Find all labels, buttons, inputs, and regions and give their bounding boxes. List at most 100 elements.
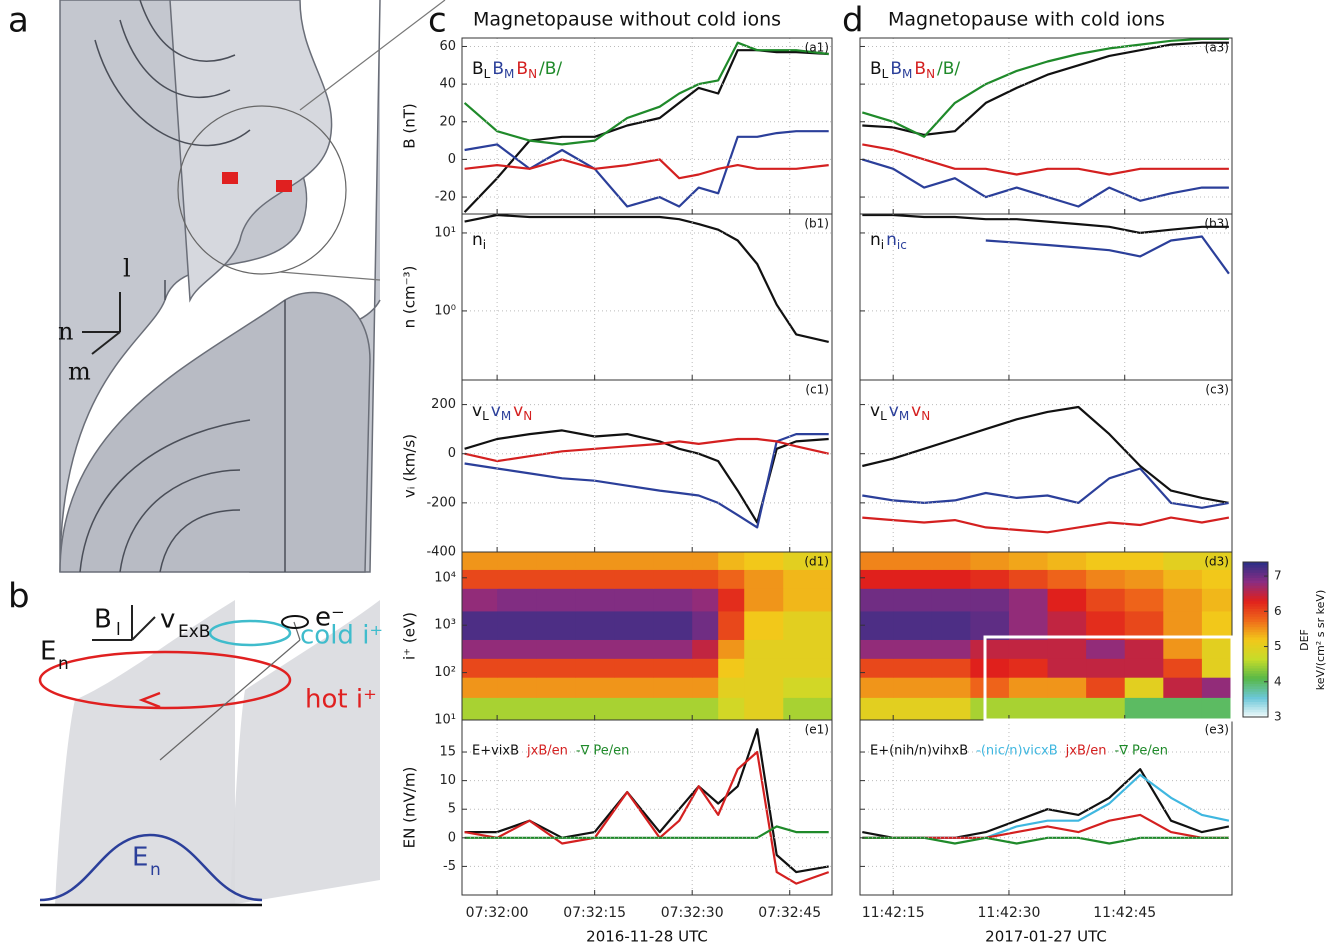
colorbar-step bbox=[1243, 696, 1268, 700]
colorbar-frame bbox=[1242, 561, 1269, 718]
x-tick-label: 11:42:45 bbox=[1093, 905, 1156, 921]
heat-cell bbox=[931, 658, 971, 678]
subplot: (c3)vL vM vN bbox=[859, 379, 1233, 553]
colorbar-step bbox=[1243, 621, 1268, 625]
heat-cell bbox=[575, 552, 615, 570]
heat-cell bbox=[783, 588, 833, 612]
x-tick-label: 11:42:30 bbox=[978, 905, 1041, 921]
heat-cell bbox=[744, 610, 784, 640]
heat-cell bbox=[1086, 569, 1126, 589]
heat-cell bbox=[931, 569, 971, 589]
data-line bbox=[464, 728, 829, 874]
colorbar-step bbox=[1243, 580, 1268, 584]
heat-cell bbox=[718, 588, 745, 612]
colorbar-step bbox=[1243, 686, 1268, 690]
colorbar-tick-label: 7 bbox=[1274, 569, 1282, 583]
heat-cell bbox=[462, 588, 498, 612]
heat-cell bbox=[497, 610, 537, 640]
heat-cell bbox=[653, 610, 693, 640]
colorbar-step bbox=[1243, 691, 1268, 695]
heat-cell bbox=[931, 588, 971, 612]
heat-cell bbox=[1047, 677, 1087, 698]
heat-cell bbox=[1201, 677, 1233, 698]
colorbar-step bbox=[1243, 660, 1268, 664]
data-line bbox=[861, 158, 1229, 208]
y-tick-label: 10⁰ bbox=[434, 303, 456, 318]
colorbar-step bbox=[1243, 595, 1268, 599]
heat-cell bbox=[692, 552, 719, 570]
heat-cell bbox=[536, 697, 576, 721]
y-axis-label: EN (mV/m) bbox=[401, 767, 419, 849]
axis-label: l bbox=[123, 255, 131, 283]
heat-cell bbox=[860, 658, 894, 678]
colorbar-step bbox=[1243, 642, 1268, 646]
legend-entry: E+vixB bbox=[472, 744, 519, 759]
legend-entry: -∇ Pe/en bbox=[1115, 744, 1169, 759]
subplot: (b3)ni nic bbox=[859, 213, 1233, 381]
colorbar-step bbox=[1243, 704, 1268, 708]
heat-cell bbox=[614, 552, 654, 570]
heat-cell bbox=[1163, 588, 1203, 612]
subplot: (b1) ni bbox=[461, 213, 833, 381]
heat-cell bbox=[1008, 639, 1049, 659]
colorbar-step bbox=[1243, 675, 1268, 679]
heat-cell bbox=[575, 677, 615, 698]
heat-cell bbox=[653, 588, 693, 612]
heat-cell bbox=[575, 697, 615, 721]
heat-cell bbox=[1163, 697, 1203, 721]
heat-cell bbox=[614, 697, 654, 721]
label: n bbox=[150, 860, 161, 880]
colorbar-step bbox=[1243, 662, 1268, 666]
colorbar-step bbox=[1243, 644, 1268, 648]
panel-label: (c1) bbox=[805, 383, 829, 397]
heat-cell bbox=[614, 639, 654, 659]
column-title: Magnetopause with cold ions bbox=[888, 9, 1165, 31]
colorbar-step bbox=[1243, 673, 1268, 677]
heat-cell bbox=[718, 610, 745, 640]
colorbar-step bbox=[1243, 608, 1268, 612]
colorbar-step bbox=[1243, 562, 1268, 566]
heat-cell bbox=[931, 677, 971, 698]
data-line bbox=[464, 213, 829, 343]
y-tick-label: 5 bbox=[448, 802, 456, 817]
colorbar-step bbox=[1243, 657, 1268, 661]
panel-label: (a1) bbox=[805, 41, 829, 55]
heat-cell bbox=[744, 639, 784, 659]
label: v bbox=[160, 605, 175, 635]
y-tick-label: 10³ bbox=[434, 618, 456, 633]
heat-cell bbox=[536, 610, 576, 640]
subplot: (a1)BL BM BN/B/ bbox=[461, 37, 833, 215]
panel-label: (d3) bbox=[1204, 555, 1229, 569]
label: E bbox=[40, 637, 56, 667]
y-tick-label: 10¹ bbox=[434, 713, 456, 728]
colorbar-step bbox=[1243, 665, 1268, 669]
heat-cell bbox=[462, 569, 498, 589]
heat-cell bbox=[497, 639, 537, 659]
heat-cell bbox=[1201, 610, 1233, 640]
heat-cell bbox=[653, 677, 693, 698]
panel-label: (e3) bbox=[1205, 723, 1229, 737]
y-axis-label: B (nT) bbox=[401, 103, 419, 148]
y-axis-label: vᵢ (km/s) bbox=[401, 434, 419, 498]
colorbar-step bbox=[1243, 600, 1268, 604]
panel-label: (b1) bbox=[804, 217, 829, 231]
colorbar-tick-label: 4 bbox=[1274, 674, 1282, 688]
x-tick-label: 11:42:15 bbox=[862, 905, 925, 921]
subplot: (e1) E+vixB jxB/en -∇ Pe/en bbox=[461, 719, 833, 896]
y-tick-label: 0 bbox=[448, 152, 456, 167]
heat-cell bbox=[653, 552, 693, 570]
heat-cell bbox=[692, 588, 719, 612]
heat-cell bbox=[1124, 552, 1164, 570]
plot-frame bbox=[461, 719, 833, 896]
plot-background bbox=[462, 214, 832, 380]
heat-cell bbox=[575, 658, 615, 678]
heat-cell bbox=[1008, 677, 1049, 698]
heat-cell bbox=[575, 610, 615, 640]
colorbar-step bbox=[1243, 611, 1268, 615]
y-tick-label: 60 bbox=[439, 39, 456, 54]
heat-cell bbox=[744, 697, 784, 721]
heat-cell bbox=[575, 569, 615, 589]
heat-cell bbox=[718, 697, 745, 721]
heat-cell bbox=[970, 697, 1010, 721]
colorbar-step bbox=[1243, 709, 1268, 713]
